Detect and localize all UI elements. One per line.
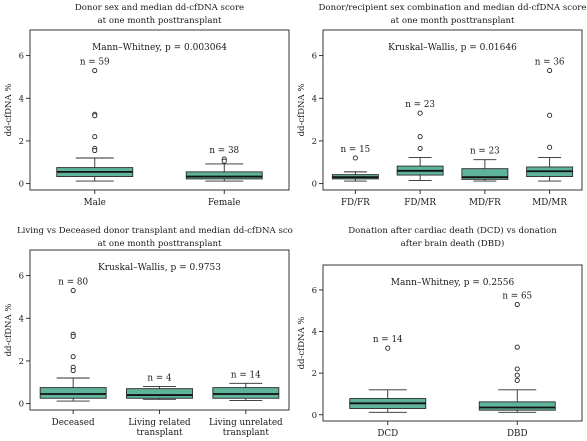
plot-frame xyxy=(29,249,290,411)
y-tick-label: 4 xyxy=(19,314,24,324)
chart-title-line-2: after brain death (DBD) xyxy=(401,238,505,249)
outlier-point xyxy=(92,134,98,140)
chart-title-line-2: at one month posttransplant xyxy=(98,16,222,26)
x-tick-label: Deceased xyxy=(52,418,95,428)
box-1 xyxy=(185,171,263,180)
x-tick-label: FD/FR xyxy=(341,198,370,208)
n-label: n = 80 xyxy=(58,278,88,288)
outlier-point xyxy=(514,301,520,308)
y-tick-label: 6 xyxy=(19,52,24,62)
y-tick-label: 0 xyxy=(312,180,317,190)
y-axis-label: dd-cfDNA % xyxy=(4,84,14,137)
y-tick-label: 2 xyxy=(312,369,317,379)
chart-title-line-2: at one month posttransplant xyxy=(98,239,222,249)
y-tick-label: 4 xyxy=(312,94,317,104)
n-label: n = 14 xyxy=(373,335,403,345)
outlier-point xyxy=(547,67,553,74)
chart-sex-combination: Donor/recipient sex combination and medi… xyxy=(297,3,587,208)
n-label: n = 59 xyxy=(80,58,110,68)
x-tick-label: Living unrelated xyxy=(209,418,283,428)
x-tick-label: DCD xyxy=(377,429,398,439)
chart-title-line-1: Donor sex and median dd-cfDNA score xyxy=(75,3,244,13)
test-annotation: Kruskal–Wallis, p = 0.01646 xyxy=(388,43,517,53)
test-annotation: Mann–Whitney, p = 0.2556 xyxy=(391,278,515,288)
y-tick-label: 2 xyxy=(19,357,24,367)
x-tick-label: FD/MR xyxy=(404,198,436,208)
x-tick-label: transplant xyxy=(136,428,183,438)
plot-frame xyxy=(322,264,583,422)
y-tick-label: 6 xyxy=(19,272,24,282)
plot-frame xyxy=(322,29,583,191)
n-label: n = 23 xyxy=(405,100,435,110)
x-tick-label: MD/MR xyxy=(532,198,567,208)
outlier-point xyxy=(547,144,553,150)
y-tick-label: 2 xyxy=(312,137,317,147)
chart-title-line-2: at one month posttransplant xyxy=(391,16,515,26)
box-2 xyxy=(212,387,280,399)
x-tick-label: Female xyxy=(208,198,240,208)
y-axis-label: dd-cfDNA % xyxy=(4,304,14,357)
outlier-point xyxy=(92,147,98,154)
y-tick-label: 6 xyxy=(312,52,317,62)
outlier-point xyxy=(92,67,98,74)
box-2 xyxy=(461,168,509,180)
y-axis-label: dd-cfDNA % xyxy=(297,84,307,137)
plot-frame xyxy=(29,29,290,191)
test-annotation: Mann–Whitney, p = 0.003064 xyxy=(92,43,227,53)
x-tick-label: Male xyxy=(84,198,106,208)
outlier-point xyxy=(514,372,520,378)
outlier-point xyxy=(514,366,520,372)
chart-title-line-1: Donation after cardiac death (DCD) vs do… xyxy=(348,225,557,236)
outlier-point xyxy=(514,377,520,383)
n-label: n = 23 xyxy=(470,147,500,157)
outlier-point xyxy=(547,112,553,118)
y-tick-label: 6 xyxy=(312,286,317,296)
chart-title-line-1: Donor/recipient sex combination and medi… xyxy=(319,3,587,13)
outlier-point xyxy=(352,155,358,161)
n-label: n = 4 xyxy=(147,374,172,384)
y-tick-label: 0 xyxy=(19,400,24,410)
chart-living-vs-deceased: Living vs Deceased donor transplant and … xyxy=(4,226,293,438)
n-label: n = 65 xyxy=(502,292,532,302)
outlier-point xyxy=(417,110,423,116)
n-label: n = 38 xyxy=(209,146,239,156)
box-1 xyxy=(478,401,556,411)
n-label: n = 36 xyxy=(535,58,565,68)
chart-dcd-vs-dbd: Donation after cardiac death (DCD) vs do… xyxy=(297,225,583,439)
outlier-point xyxy=(70,354,76,360)
chart-title-line-1: Living vs Deceased donor transplant and … xyxy=(17,226,293,236)
outlier-point xyxy=(514,344,520,350)
y-tick-label: 4 xyxy=(312,328,317,338)
x-tick-label: DBD xyxy=(507,429,528,439)
outlier-point xyxy=(70,333,76,339)
y-tick-label: 0 xyxy=(312,411,317,421)
y-tick-label: 4 xyxy=(19,94,24,104)
x-tick-label: MD/FR xyxy=(469,198,501,208)
y-axis-label: dd-cfDNA % xyxy=(297,317,307,370)
outlier-point xyxy=(417,134,423,140)
chart-donor-sex: Donor sex and median dd-cfDNA score at on… xyxy=(4,3,290,208)
box-0 xyxy=(39,387,107,399)
x-tick-label: transplant xyxy=(223,428,270,438)
outlier-point xyxy=(385,345,391,351)
n-label: n = 15 xyxy=(340,145,370,155)
y-tick-label: 2 xyxy=(19,137,24,147)
test-annotation: Kruskal–Wallis, p = 0.9753 xyxy=(98,263,221,273)
outlier-point xyxy=(221,158,227,164)
box-1 xyxy=(126,388,193,399)
outlier-point xyxy=(70,367,76,374)
outlier-point xyxy=(70,287,76,294)
x-tick-label: Living related xyxy=(128,418,191,428)
y-tick-label: 0 xyxy=(19,180,24,190)
outlier-point xyxy=(417,145,423,151)
n-label: n = 14 xyxy=(231,370,261,380)
outlier-point xyxy=(92,113,98,119)
